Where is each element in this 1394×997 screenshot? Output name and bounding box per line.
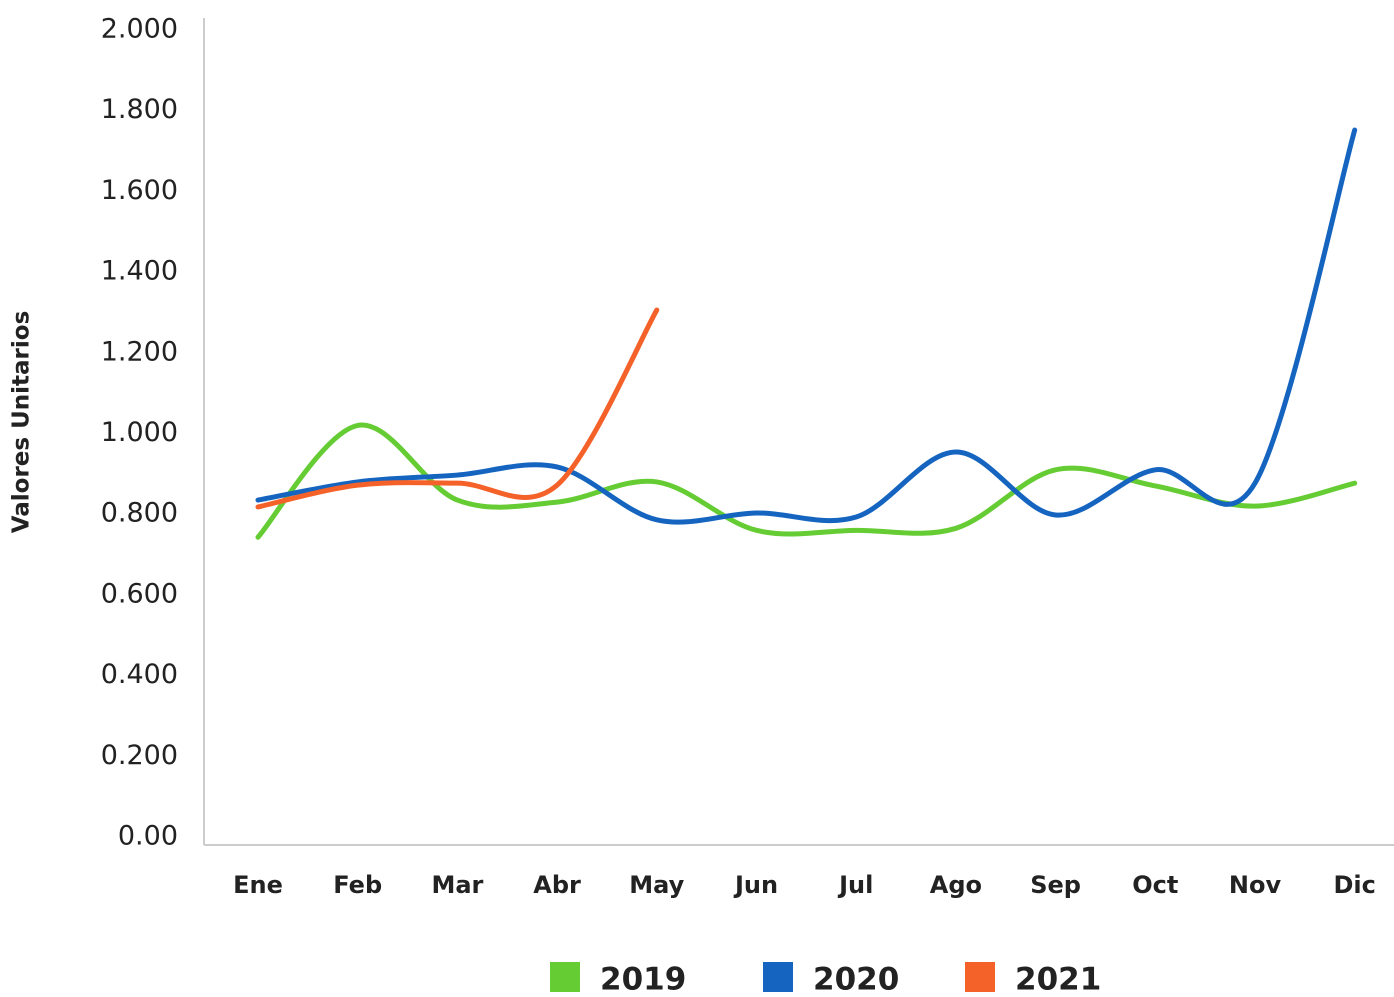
legend-swatch <box>965 962 995 992</box>
x-tick-label: Oct <box>1132 871 1178 899</box>
line-series <box>255 422 1358 540</box>
x-tick-label: Ago <box>930 871 982 899</box>
legend-label: 2019 <box>600 962 686 997</box>
x-tick-label: Dic <box>1334 871 1376 899</box>
y-tick-label: 1.000 <box>101 417 178 448</box>
x-tick-label: May <box>629 871 684 899</box>
x-tick-label: Nov <box>1229 871 1282 899</box>
x-tick-label: Ene <box>233 871 283 899</box>
y-tick-label: 1.400 <box>101 256 178 287</box>
y-tick-label: 0.00 <box>118 821 178 852</box>
y-tick-label: 1.800 <box>101 94 178 125</box>
x-tick-label: Jul <box>837 871 873 899</box>
y-tick-label: 2.000 <box>101 14 178 45</box>
y-tick-label: 0.200 <box>101 740 178 771</box>
x-tick-label: Sep <box>1030 871 1081 899</box>
y-tick-label: 0.400 <box>101 659 178 690</box>
line-series <box>255 127 1358 525</box>
y-tick-label: 1.200 <box>101 336 178 367</box>
x-tick-label: Jun <box>733 871 778 899</box>
x-tick-label: Abr <box>533 871 581 899</box>
x-tick-label: Feb <box>333 871 382 899</box>
legend-swatch <box>550 962 580 992</box>
y-tick-label: 1.600 <box>101 175 178 206</box>
line-series <box>255 307 660 510</box>
legend-label: 2021 <box>1015 962 1101 997</box>
legend-swatch <box>763 962 793 992</box>
x-tick-label: Mar <box>431 871 483 899</box>
legend-label: 2020 <box>813 962 899 997</box>
y-axis-title: Valores Unitarios <box>9 311 35 534</box>
y-tick-label: 0.800 <box>101 498 178 529</box>
y-tick-label: 0.600 <box>101 578 178 609</box>
